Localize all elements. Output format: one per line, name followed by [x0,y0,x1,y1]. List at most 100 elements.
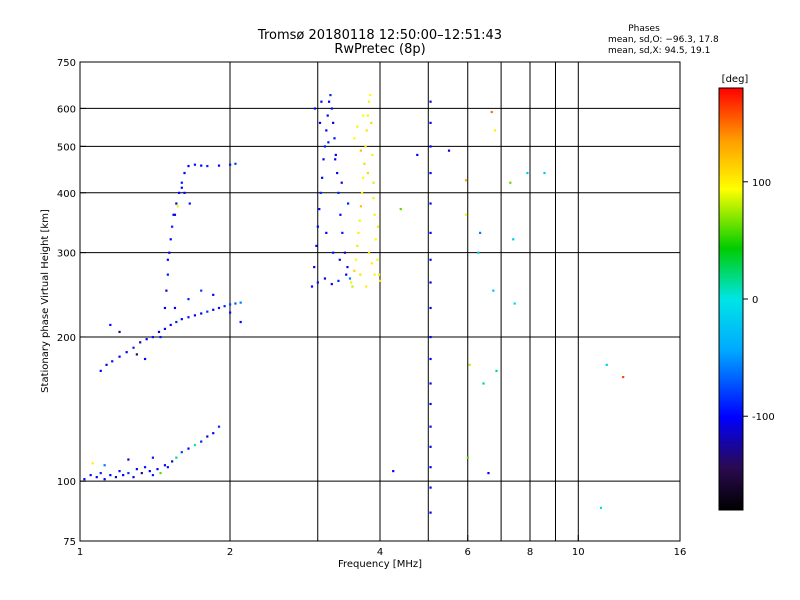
colorbar-label: [deg] [722,74,749,85]
data-point [310,285,314,288]
data-point [429,402,432,406]
colorbar-ticks: 100 0 -100 [743,178,775,423]
data-point [313,107,317,110]
data-point [357,231,360,234]
data-point [490,110,493,114]
data-point [366,171,369,175]
data-point [229,303,232,306]
y-tick-label: 200 [57,333,76,344]
data-point [206,164,209,168]
data-point [337,279,340,282]
y-tick-label: 500 [57,142,76,153]
x-tick-label: 2 [227,547,233,558]
data-point [157,330,161,334]
data-point [360,191,364,194]
data-point [151,456,155,459]
data-point [318,121,322,124]
data-point [83,478,86,481]
data-point [358,219,361,222]
data-point [429,306,432,310]
y-tick-label: 75 [63,537,76,548]
data-point [229,163,232,166]
data-point [173,306,177,310]
data-point [373,213,376,216]
data-point [212,293,215,296]
data-point [139,341,142,344]
data-point [370,262,373,265]
data-point [159,471,162,475]
data-point [429,202,432,205]
data-point [91,462,94,465]
data-point [206,310,209,313]
data-point [239,301,242,304]
data-point [509,181,512,184]
data-point [376,225,380,228]
data-point [376,258,379,261]
data-point [114,476,118,479]
data-point [200,289,203,292]
data-point [109,474,112,477]
data-point [217,425,221,428]
data-point [429,425,432,428]
data-point [353,137,356,140]
data-point [325,129,328,132]
data-point [127,458,130,461]
data-point [379,279,382,282]
y-tick-label: 300 [57,249,76,260]
colorbar-tick-label: -100 [752,412,775,423]
data-point [313,265,316,269]
x-tick-label: 6 [465,547,471,558]
data-point [605,363,608,366]
data-point [105,363,108,366]
x-tick-label: 10 [572,547,585,558]
data-point [512,238,515,241]
data-point [343,251,347,254]
data-point [416,153,419,157]
data-point [315,244,318,247]
data-point [369,93,372,97]
data-point [109,323,112,327]
data-point [206,435,209,438]
data-point [341,231,344,234]
data-point [166,258,169,261]
data-point [429,335,432,339]
data-point [329,93,332,97]
data-points [83,93,625,514]
data-point [118,330,121,334]
data-point [319,191,322,194]
y-axis-ticks: 75 100 200 300 400 500 600 750 [57,58,86,548]
data-point [325,231,328,234]
data-point [353,269,356,272]
data-point [464,179,468,182]
data-point [89,474,92,477]
data-point [175,320,178,324]
data-point [166,273,169,276]
data-point [168,251,171,254]
data-point [392,470,395,473]
data-point [95,476,98,479]
data-point [200,164,203,167]
data-point [217,306,221,310]
data-point [429,145,432,148]
data-point [140,471,143,475]
x-tick-label: 8 [527,547,533,558]
data-point [429,466,432,469]
data-point [333,137,336,140]
x-tick-label: 1 [77,547,83,558]
data-point [103,478,106,481]
data-point [377,273,381,276]
y-tick-label: 600 [57,104,76,115]
data-point [429,511,432,514]
data-point [122,474,125,477]
data-point [193,163,197,166]
data-point [322,158,325,161]
data-point [151,335,155,339]
data-point [180,318,183,321]
data-point [180,181,183,184]
data-point [111,360,114,363]
data-point [356,244,359,247]
data-point [359,205,362,208]
data-point [348,277,352,280]
data-point [327,100,331,103]
data-point [143,357,147,361]
